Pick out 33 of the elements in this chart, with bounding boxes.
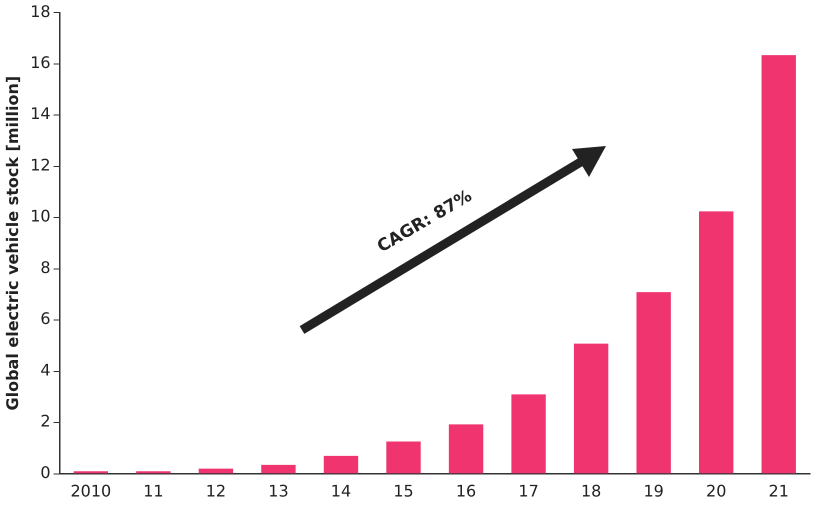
x-tick-label: 15 [393, 482, 414, 501]
x-tick-label: 2010 [70, 482, 112, 501]
bar [699, 211, 734, 474]
y-tick-label: 2 [40, 412, 51, 431]
x-tick-label: 11 [143, 482, 164, 501]
bar [574, 344, 608, 474]
y-tick-label: 14 [30, 104, 51, 124]
x-tick-label: 13 [268, 482, 289, 501]
x-tick-label: 18 [580, 482, 602, 501]
x-tick-label: 12 [206, 482, 226, 501]
bar [636, 292, 671, 474]
bar [762, 55, 796, 474]
y-tick-label: 10 [30, 206, 51, 226]
bar [511, 394, 546, 474]
y-tick-label: 6 [40, 309, 51, 328]
x-tick-label: 17 [518, 482, 539, 501]
bar [261, 464, 296, 474]
bar [386, 442, 421, 474]
y-axis-title: Global electric vehicle stock [million] [2, 76, 22, 411]
x-tick-label: 20 [706, 482, 726, 501]
x-tick-label: 14 [330, 482, 352, 501]
y-tick-label: 16 [30, 53, 51, 72]
y-tick-label: 0 [40, 462, 51, 482]
y-tick-label: 12 [30, 155, 51, 174]
x-tick-label: 19 [643, 482, 664, 501]
y-tick-label: 8 [40, 258, 51, 277]
bar [448, 424, 484, 474]
y-tick-label: 4 [40, 360, 51, 380]
bar [198, 468, 234, 474]
x-tick-label: 21 [768, 482, 789, 501]
y-tick-label: 18 [30, 2, 51, 21]
bar [324, 456, 358, 474]
x-tick-label: 16 [456, 482, 476, 501]
